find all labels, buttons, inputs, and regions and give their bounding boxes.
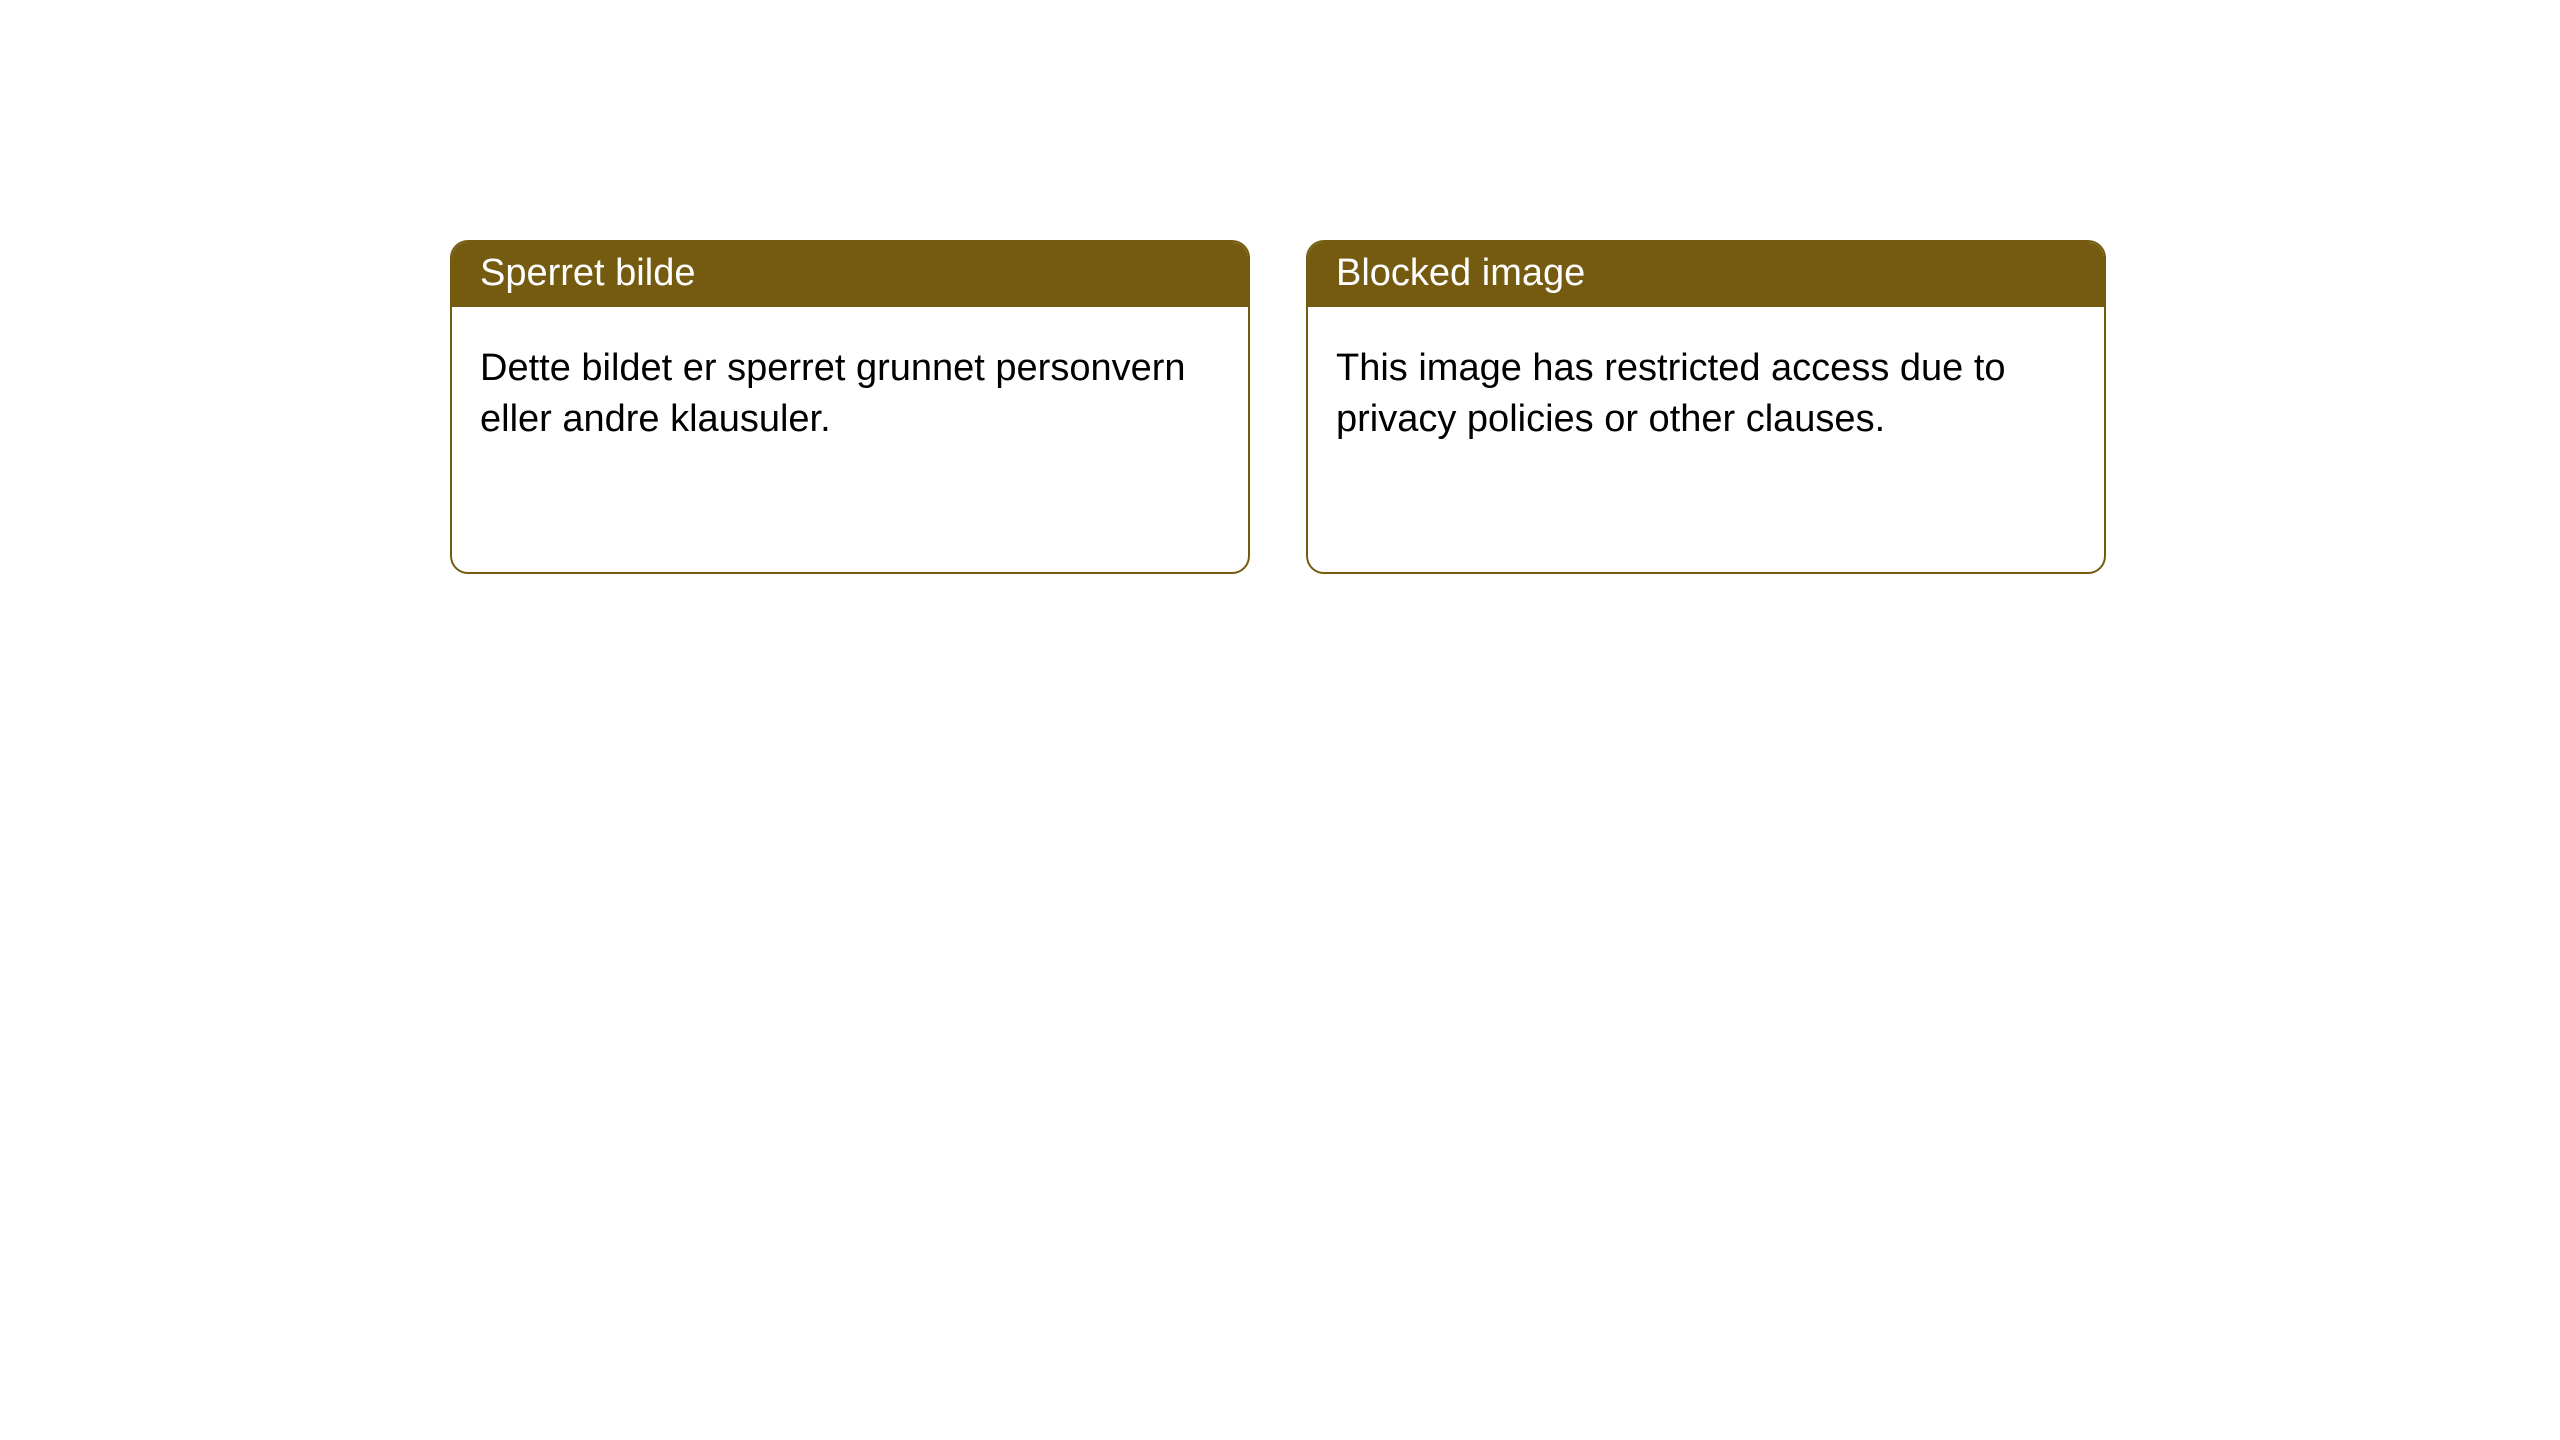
notice-title-norwegian: Sperret bilde (480, 252, 695, 294)
notice-body-english: This image has restricted access due to … (1308, 307, 2104, 482)
notice-box-norwegian: Sperret bilde Dette bildet er sperret gr… (450, 240, 1250, 574)
notice-box-english: Blocked image This image has restricted … (1306, 240, 2106, 574)
notice-message-english: This image has restricted access due to … (1336, 347, 2006, 440)
notice-header-norwegian: Sperret bilde (452, 242, 1248, 307)
notice-title-english: Blocked image (1336, 252, 1585, 294)
notice-container: Sperret bilde Dette bildet er sperret gr… (450, 240, 2106, 574)
notice-message-norwegian: Dette bildet er sperret grunnet personve… (480, 347, 1186, 440)
notice-body-norwegian: Dette bildet er sperret grunnet personve… (452, 307, 1248, 482)
notice-header-english: Blocked image (1308, 242, 2104, 307)
